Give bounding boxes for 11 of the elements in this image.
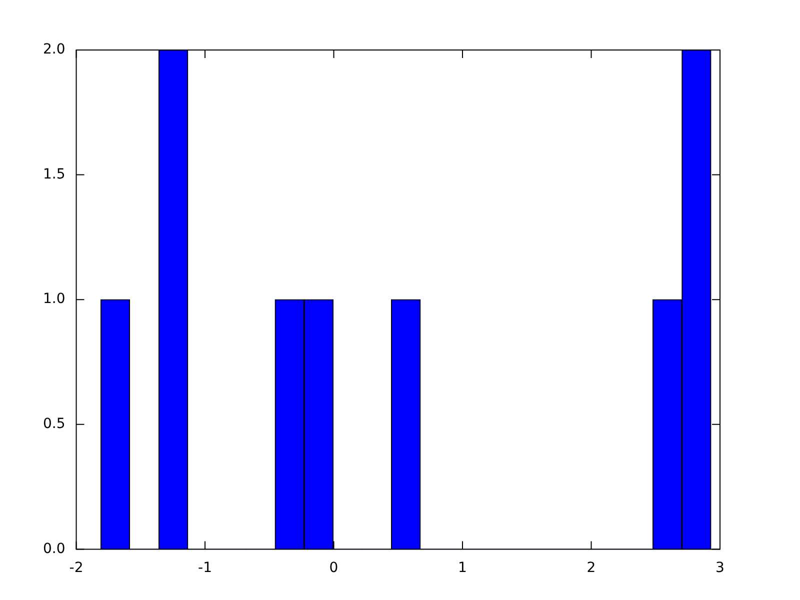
y-tick-label: 0.5	[43, 416, 66, 432]
x-tick-label: -2	[69, 560, 84, 576]
y-tick-label: 2.0	[43, 42, 66, 58]
x-tick-label: 3	[716, 560, 724, 576]
y-tick-label: 0.0	[43, 540, 66, 557]
x-tick-label: 1	[458, 560, 467, 576]
y-tick-label: 1.0	[43, 291, 66, 308]
y-tick-label: 1.5	[43, 166, 66, 182]
x-tick-label: 2	[586, 560, 596, 576]
x-tick-label: -1	[198, 560, 212, 576]
x-tick-label: 0	[329, 560, 338, 576]
